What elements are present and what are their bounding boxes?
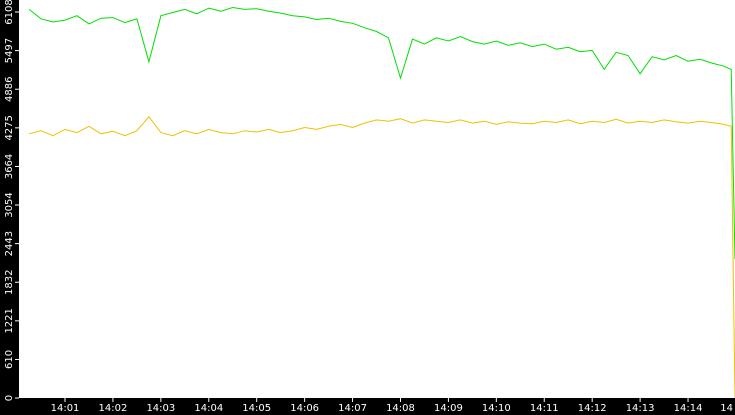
x-tick-label: 14:05: [242, 403, 271, 414]
y-axis-band: [0, 0, 19, 415]
x-tick-label: 14:10: [482, 403, 511, 414]
x-axis-band: [0, 398, 735, 415]
plot-area: [19, 0, 735, 398]
y-tick-label: 3664: [4, 154, 15, 179]
x-tick-label: 14:12: [578, 403, 607, 414]
x-tick-label: 14:02: [99, 403, 128, 414]
y-tick-label: 2443: [4, 231, 15, 256]
x-tick-label: 14:14: [674, 403, 703, 414]
y-tick-label: 6108: [4, 0, 15, 25]
y-tick-label: 1221: [4, 308, 15, 333]
x-tick-label: 14: [720, 403, 733, 414]
y-tick-label: 4275: [4, 115, 15, 140]
y-tick-label: 3054: [4, 192, 15, 217]
y-tick-label: 4886: [4, 77, 15, 102]
y-tick-label: 1832: [4, 270, 15, 295]
x-tick-label: 14:09: [434, 403, 463, 414]
series-line: [28, 6, 735, 260]
x-tick-label: 14:03: [146, 403, 175, 414]
x-tick-label: 14:08: [386, 403, 415, 414]
x-tick-label: 14:13: [626, 403, 655, 414]
series-line: [28, 116, 735, 399]
y-tick-label: 5497: [4, 38, 15, 63]
y-tick-label: 0: [4, 395, 15, 401]
x-tick-label: 14:07: [338, 403, 367, 414]
y-tick-label: 610: [4, 350, 15, 369]
x-tick-label: 14:06: [290, 403, 319, 414]
x-tick-label: 14:11: [530, 403, 559, 414]
x-tick-label: 14:04: [194, 403, 223, 414]
x-tick-label: 14:01: [51, 403, 80, 414]
